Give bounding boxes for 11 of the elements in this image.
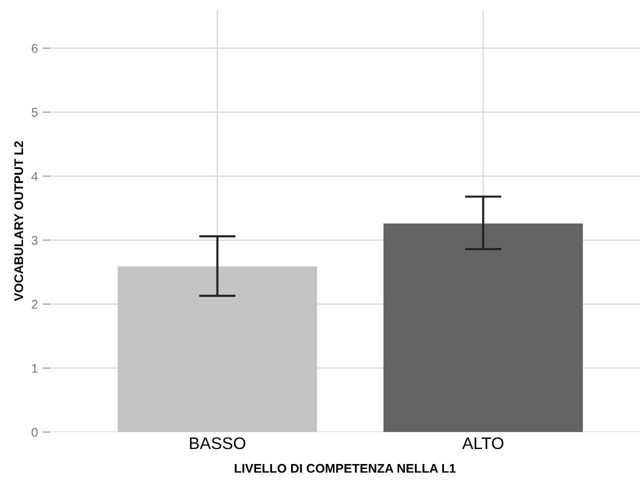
y-tick-label: 1 <box>32 364 38 373</box>
y-tick-label: 0 <box>32 428 38 437</box>
x-axis-title: LIVELLO DI COMPETENZA NELLA L1 <box>234 464 456 473</box>
y-tick-label: 3 <box>32 236 38 245</box>
y-axis-title: VOCABULARY OUTPUT L2 <box>14 141 24 302</box>
y-tick-label: 6 <box>32 44 38 53</box>
y-tick-label: 2 <box>32 300 38 309</box>
y-tick-label: 5 <box>32 108 38 117</box>
x-tick-label: ALTO <box>462 437 504 450</box>
x-tick-label: BASSO <box>190 437 246 450</box>
y-tick-label: 4 <box>31 172 38 181</box>
